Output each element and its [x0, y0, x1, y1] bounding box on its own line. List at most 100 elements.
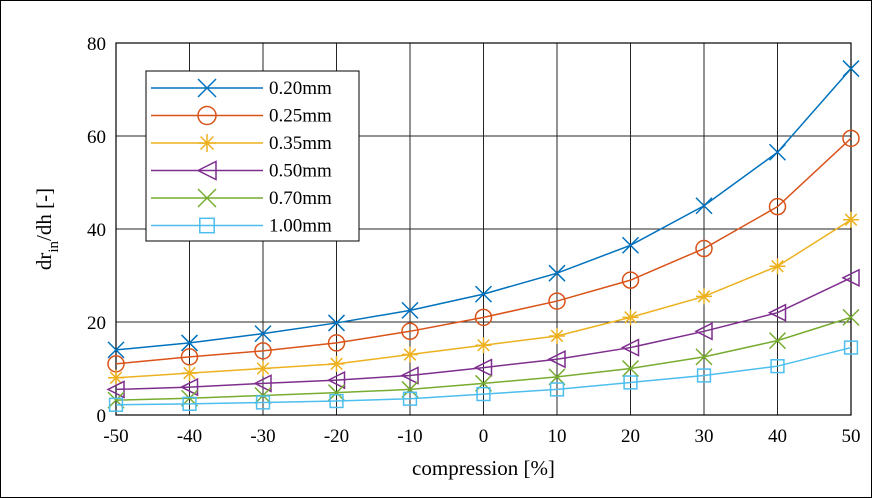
- data-point: [621, 236, 640, 254]
- data-point: [179, 377, 199, 397]
- legend-marker: [197, 188, 217, 208]
- series-0.35mm: [108, 211, 859, 386]
- data-point: [768, 143, 787, 161]
- series-1.00mm: [108, 340, 859, 412]
- legend-entry: 1.00mm: [151, 216, 332, 237]
- legend-label: 1.00mm: [269, 216, 332, 237]
- data-point: [180, 334, 199, 352]
- data-point: [623, 375, 638, 390]
- data-point: [622, 309, 639, 326]
- axis-ticks: -50 -40 -30 -20 -10 0 10 20 30 40 50 0 20 40 60 80: [87, 34, 861, 447]
- data-point: [843, 211, 859, 228]
- data-point: [254, 342, 272, 360]
- data-point: [108, 369, 124, 386]
- y-tick-label: 80: [87, 34, 106, 55]
- data-point: [327, 334, 346, 352]
- data-point: [548, 264, 566, 282]
- series-0.25mm: [107, 129, 860, 373]
- legend-entry: 0.50mm: [151, 160, 332, 182]
- plot-area-border: [115, 42, 852, 416]
- x-tick-label: 50: [842, 426, 861, 447]
- data-point: [695, 197, 713, 215]
- series-layer: [106, 60, 860, 412]
- x-tick-label: 40: [768, 426, 787, 447]
- data-point: [401, 380, 419, 398]
- data-point: [107, 391, 125, 409]
- data-point: [401, 322, 419, 341]
- legend-marker: [198, 134, 216, 152]
- series-line: [115, 137, 852, 365]
- data-point: [400, 366, 419, 385]
- x-tick-label: -20: [324, 426, 349, 447]
- y-axis-label: drin/dh [-]: [32, 188, 62, 270]
- legend-marker: [196, 160, 217, 181]
- legend-label: 0.25mm: [269, 106, 332, 127]
- data-point: [547, 349, 566, 369]
- legend-entry: 0.20mm: [151, 78, 332, 99]
- legend-entry: 0.35mm: [151, 133, 332, 154]
- x-tick-label: -50: [103, 426, 128, 447]
- data-point: [767, 303, 787, 322]
- data-point: [107, 341, 125, 359]
- y-tick-label: 20: [87, 313, 106, 334]
- data-point: [326, 370, 346, 390]
- data-point: [696, 368, 712, 383]
- data-point: [842, 308, 860, 326]
- data-point: [254, 325, 272, 343]
- data-point: [473, 358, 493, 377]
- x-tick-label: 0: [479, 426, 489, 447]
- legend-box: [145, 70, 360, 242]
- data-point: [402, 391, 418, 406]
- data-point: [106, 380, 125, 399]
- data-point: [327, 314, 346, 332]
- data-point: [843, 340, 859, 355]
- data-point: [768, 332, 787, 350]
- legend-label: 0.50mm: [269, 161, 332, 182]
- data-point: [181, 365, 198, 382]
- legend-label: 0.70mm: [269, 188, 332, 209]
- data-point: [255, 395, 271, 410]
- x-tick-label: 10: [548, 426, 567, 447]
- x-tick-label: 30: [695, 426, 714, 447]
- data-point: [328, 355, 345, 372]
- data-point: [695, 239, 713, 258]
- x-tick-label: 20: [621, 426, 640, 447]
- data-point: [475, 337, 492, 354]
- data-point: [841, 268, 860, 288]
- data-point: [549, 327, 565, 344]
- legend-label: 0.20mm: [269, 78, 332, 99]
- data-point: [548, 292, 566, 310]
- data-point: [474, 374, 493, 392]
- data-point: [768, 197, 787, 216]
- series-line: [115, 277, 852, 391]
- data-point: [255, 360, 271, 377]
- legend-marker: [197, 105, 217, 126]
- data-point: [621, 359, 640, 378]
- data-point: [327, 384, 346, 402]
- y-tick-label: 40: [87, 220, 106, 241]
- x-axis-label: compression [%]: [412, 456, 555, 480]
- data-point: [180, 348, 199, 366]
- y-tick-label: 60: [87, 127, 106, 148]
- data-point: [182, 396, 197, 411]
- data-point: [108, 397, 124, 412]
- legend-marker: [197, 78, 217, 98]
- legend-entry: 0.70mm: [151, 188, 332, 209]
- data-point: [694, 322, 713, 341]
- legend-label: 0.35mm: [269, 133, 332, 154]
- data-point: [474, 285, 493, 303]
- data-point: [474, 308, 493, 327]
- data-point: [842, 129, 860, 148]
- data-point: [620, 338, 640, 357]
- x-tick-label: -10: [397, 426, 422, 447]
- data-point: [695, 348, 713, 366]
- series-line: [115, 346, 852, 406]
- data-point: [476, 386, 491, 402]
- data-point: [769, 258, 786, 275]
- legend: 0.20mm 0.25mm 0.35mm 0.50mm 0.70mm 1.00mm: [145, 70, 360, 242]
- series-0.50mm: [106, 268, 860, 399]
- data-point: [401, 301, 419, 319]
- series-0.70mm: [107, 308, 860, 409]
- x-tick-label: -30: [250, 426, 275, 447]
